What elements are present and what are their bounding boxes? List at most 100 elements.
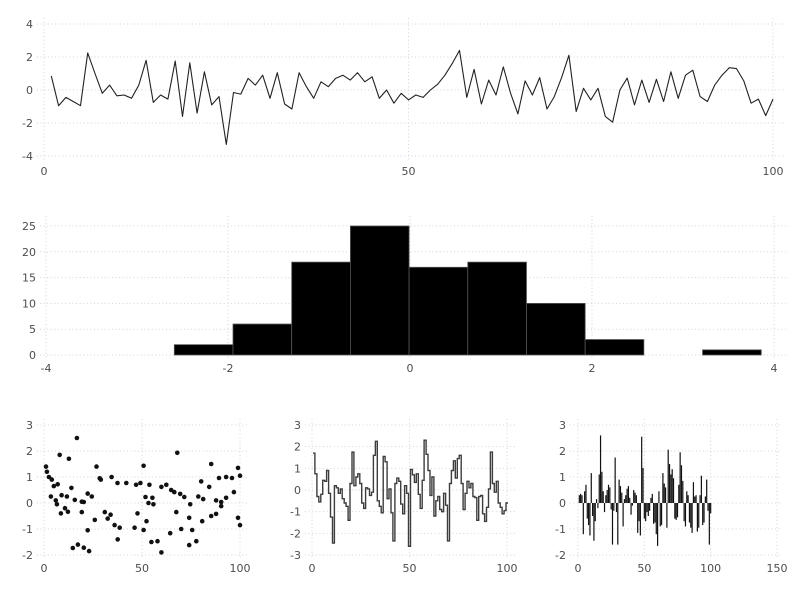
stem-bar	[672, 478, 675, 503]
y-tick-label: 10	[22, 297, 36, 310]
x-tick-label: -2	[223, 362, 234, 375]
stem-bar	[617, 503, 619, 545]
step-series-path	[313, 439, 508, 547]
stem-bar	[638, 503, 640, 522]
stem-bar	[609, 487, 611, 503]
x-tick-label: 50	[403, 562, 417, 575]
y-tick-label: 25	[22, 220, 36, 233]
y-tick-label: 4	[26, 18, 33, 31]
stem-bar	[649, 503, 651, 511]
scatter-point	[235, 515, 241, 521]
y-tick-label: 20	[22, 246, 36, 259]
scatter-point	[218, 503, 224, 509]
stem-bar	[619, 486, 622, 503]
scatter-point	[235, 465, 241, 471]
stem-bar	[637, 503, 639, 533]
stem-bar	[700, 475, 702, 503]
scatter-point	[187, 502, 193, 507]
scatter-point	[223, 495, 229, 501]
stem-bar	[667, 449, 669, 503]
scatter-point	[124, 480, 129, 486]
scatter-point	[102, 509, 108, 515]
stem-bar	[695, 495, 697, 503]
y-tick-label: 0	[559, 497, 566, 510]
y-tick-label: 2	[294, 441, 301, 454]
scatter-point	[92, 517, 98, 523]
y-tick-label: 1	[559, 471, 566, 484]
scatter-point	[115, 480, 120, 486]
scatter-point	[159, 550, 164, 555]
stem-bar	[690, 503, 692, 528]
stem-bar	[688, 503, 691, 523]
scatter-point	[57, 452, 62, 458]
scatter-point	[151, 502, 156, 507]
scatter-point	[108, 512, 113, 517]
y-tick-label: 3	[294, 419, 301, 432]
stem-chart-panel: -2 -1 0 1 2 3 0 50 100 150	[555, 419, 788, 575]
scatter-point	[89, 494, 95, 499]
stem-bar	[679, 452, 681, 503]
y-tick-label: -2	[22, 117, 33, 130]
stem-bar	[686, 491, 688, 503]
x-tick-label: 50	[637, 562, 651, 575]
stem-bar	[581, 495, 583, 503]
stem-bar	[684, 503, 687, 527]
stem-bar	[595, 499, 598, 503]
stem-bar	[623, 499, 626, 503]
stem-bar	[603, 503, 606, 513]
stem-bar	[704, 496, 706, 503]
stem-bar	[698, 503, 700, 528]
histogram-bar	[584, 339, 645, 356]
stem-bar	[610, 503, 612, 510]
scatter-point	[69, 485, 74, 491]
stem-bar	[703, 503, 705, 523]
stem-bar	[691, 503, 693, 533]
x-tick-label: 0	[407, 362, 414, 375]
scatter-point	[200, 496, 206, 502]
stem-bar	[708, 503, 710, 545]
stem-bar	[671, 469, 673, 503]
scatter-point	[74, 435, 80, 441]
y-tick-label: 1	[26, 471, 33, 484]
x-tick-label: 0	[41, 562, 48, 575]
y-tick-label: -1	[22, 523, 33, 536]
y-tick-label: 0	[29, 349, 36, 362]
x-tick-label: 100	[230, 562, 251, 575]
stem-bar	[635, 495, 637, 503]
scatter-point	[75, 542, 81, 547]
stem-bar	[615, 503, 618, 513]
x-tick-label: 4	[771, 362, 778, 375]
scatter-point	[44, 469, 50, 475]
stem-bar	[611, 503, 614, 545]
stem-bar	[706, 479, 708, 503]
scatter-point	[159, 484, 164, 490]
y-tick-label: -4	[22, 150, 33, 163]
scatter-point	[213, 511, 219, 517]
stem-bar	[582, 503, 584, 535]
scatter-point	[206, 484, 212, 490]
stem-bar	[594, 503, 596, 522]
x-tick-label: -4	[41, 362, 52, 375]
scatter-point	[135, 511, 140, 516]
stem-bar	[682, 480, 684, 503]
scatter-point	[94, 464, 99, 469]
y-tick-label: 2	[26, 51, 33, 64]
stem-bar	[639, 503, 641, 536]
stem-bar	[580, 493, 582, 503]
stem-bar	[641, 436, 643, 503]
x-tick-label: 100	[763, 165, 784, 178]
stem-bar	[710, 503, 712, 514]
scatter-point	[48, 494, 54, 499]
scatter-point	[53, 498, 59, 503]
scatter-point	[62, 505, 68, 511]
scatter-point	[216, 475, 222, 481]
stem-bar	[585, 484, 587, 503]
stem-bar	[606, 490, 608, 503]
x-tick-label: 0	[309, 562, 316, 575]
y-tick-label: 1	[294, 462, 301, 475]
stem-bar	[621, 492, 623, 503]
stem-bar	[663, 483, 665, 503]
scatter-point	[172, 489, 177, 495]
scatter-point	[132, 525, 137, 530]
scatter-point	[85, 491, 90, 496]
